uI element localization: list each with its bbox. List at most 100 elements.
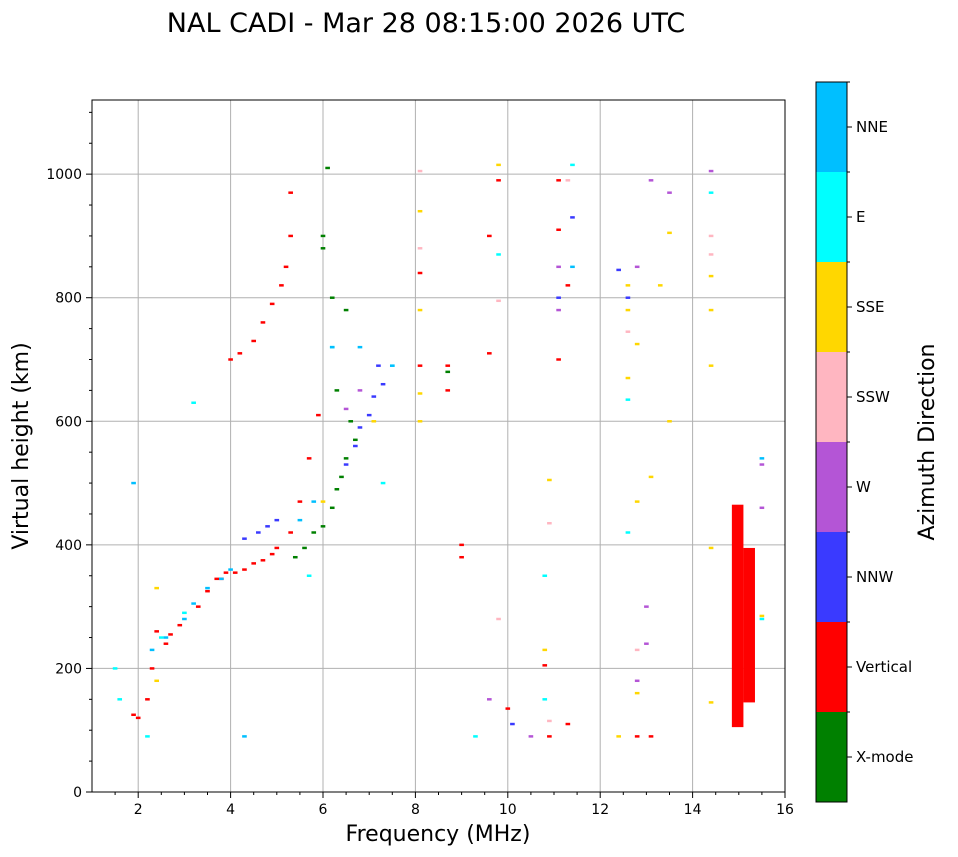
echo-point bbox=[274, 518, 280, 522]
echo-point bbox=[195, 605, 201, 608]
echo-point bbox=[547, 719, 552, 723]
echo-point bbox=[353, 444, 358, 448]
echo-point bbox=[311, 500, 317, 503]
echo-point bbox=[473, 735, 478, 738]
echo-point bbox=[417, 271, 423, 275]
echo-point bbox=[496, 163, 501, 167]
data-marks bbox=[112, 163, 765, 738]
echo-point bbox=[648, 735, 654, 738]
echo-point bbox=[329, 345, 335, 349]
y-tick-label: 200 bbox=[55, 661, 82, 677]
echo-point bbox=[556, 265, 561, 269]
echo-point bbox=[417, 209, 423, 213]
echo-point bbox=[219, 577, 224, 581]
x-axis: 2 4 6 8 10 12 14 16 bbox=[114, 792, 794, 818]
echo-point bbox=[556, 308, 561, 312]
echo-point bbox=[329, 296, 335, 299]
echo-point bbox=[505, 707, 511, 710]
echo-point bbox=[163, 642, 169, 645]
echo-point bbox=[556, 358, 561, 361]
echo-point bbox=[380, 382, 386, 386]
echo-point bbox=[759, 457, 765, 460]
echo-point bbox=[269, 552, 275, 556]
x-tick-label: 2 bbox=[134, 802, 143, 818]
echo-point bbox=[648, 475, 654, 479]
y-axis-label: Virtual height (km) bbox=[9, 342, 34, 549]
echo-point bbox=[445, 370, 451, 374]
colorbar-tick-label: W bbox=[856, 478, 871, 496]
echo-point bbox=[145, 698, 150, 701]
echo-point bbox=[708, 274, 714, 278]
echo-point bbox=[205, 589, 210, 593]
echo-point bbox=[644, 605, 649, 608]
echo-point bbox=[759, 617, 765, 621]
echo-point bbox=[570, 216, 575, 219]
echo-point bbox=[182, 611, 187, 615]
echo-point bbox=[182, 617, 187, 621]
y-axis: 0 200 400 600 800 1000 bbox=[46, 111, 92, 801]
x-tick-label: 16 bbox=[776, 802, 794, 818]
echo-point bbox=[547, 478, 552, 482]
x-tick-label: 10 bbox=[499, 802, 517, 818]
y-tick-label: 400 bbox=[55, 538, 82, 554]
colorbar-tick-label: NNW bbox=[856, 568, 893, 586]
echo-point bbox=[228, 568, 233, 571]
echo-point bbox=[708, 546, 714, 550]
y-tick-label: 1000 bbox=[46, 167, 82, 183]
echo-point bbox=[759, 506, 765, 510]
echo-point bbox=[149, 667, 155, 670]
echo-point bbox=[625, 284, 631, 287]
echo-block bbox=[731, 504, 744, 728]
echo-point bbox=[371, 420, 377, 423]
echo-point bbox=[417, 308, 423, 312]
echo-point bbox=[487, 352, 492, 355]
echo-point bbox=[325, 166, 330, 170]
echo-point bbox=[316, 413, 321, 417]
echo-point bbox=[214, 577, 220, 581]
y-tick-label: 0 bbox=[73, 785, 82, 801]
echo-point bbox=[417, 247, 423, 250]
echo-point bbox=[708, 191, 714, 194]
y-tick-label: 600 bbox=[55, 414, 82, 430]
echo-point bbox=[625, 376, 631, 380]
echo-point bbox=[625, 531, 631, 534]
colorbar-segment bbox=[816, 622, 847, 712]
colorbar-segment bbox=[816, 172, 847, 262]
echo-point bbox=[232, 571, 238, 574]
echo-point bbox=[708, 169, 714, 173]
echo-point bbox=[242, 568, 247, 571]
echo-point bbox=[343, 308, 349, 312]
echo-point bbox=[117, 698, 123, 701]
echo-point bbox=[667, 231, 672, 235]
echo-point bbox=[667, 191, 672, 194]
colorbar-tick-label: SSE bbox=[856, 298, 885, 316]
echo-point bbox=[708, 234, 714, 238]
echo-point bbox=[228, 358, 233, 361]
echo-point bbox=[371, 395, 377, 398]
colorbar-segment bbox=[816, 442, 847, 532]
x-tick-label: 4 bbox=[226, 802, 235, 818]
y-tick-label: 800 bbox=[55, 291, 82, 307]
echo-point bbox=[547, 521, 552, 525]
echo-point bbox=[260, 321, 266, 324]
echo-point bbox=[496, 179, 501, 182]
echo-point bbox=[459, 543, 464, 547]
echo-point bbox=[154, 679, 159, 683]
colorbar-tick-label: E bbox=[856, 208, 865, 226]
echo-point bbox=[348, 420, 354, 423]
echo-point bbox=[759, 614, 765, 618]
echo-point bbox=[339, 475, 344, 479]
colorbar-label: Azimuth Direction bbox=[915, 343, 940, 540]
x-tick-label: 6 bbox=[319, 802, 328, 818]
echo-point bbox=[112, 667, 118, 670]
echo-point bbox=[547, 735, 552, 738]
echo-point bbox=[380, 481, 386, 485]
echo-point bbox=[320, 500, 326, 503]
echo-point bbox=[487, 698, 492, 701]
echo-point bbox=[302, 546, 307, 550]
echo-point bbox=[644, 642, 649, 645]
echo-point bbox=[759, 463, 765, 466]
echo-point bbox=[487, 234, 492, 238]
echo-point bbox=[625, 330, 631, 333]
